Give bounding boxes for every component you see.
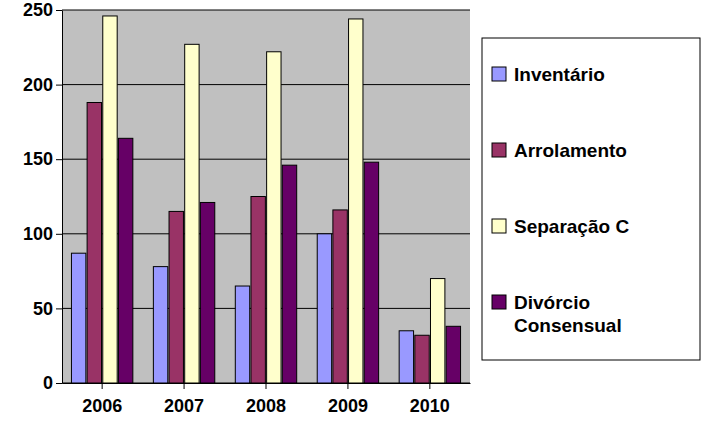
series <box>87 103 429 383</box>
bar <box>317 234 331 383</box>
bars <box>71 16 460 383</box>
y-tick-label: 50 <box>33 299 53 319</box>
y-tick-mark <box>56 383 62 384</box>
y-tick: 200 <box>23 75 62 95</box>
series <box>103 16 445 383</box>
x-tick-mark <box>102 383 103 389</box>
bar <box>446 326 460 383</box>
y-tick-mark <box>56 234 62 235</box>
bar <box>118 138 132 383</box>
x-tick-label: 2007 <box>164 396 204 416</box>
y-tick: 250 <box>23 0 62 20</box>
x-tick-mark <box>429 383 430 389</box>
bar <box>153 267 167 383</box>
legend-label: Arrolamento <box>514 140 627 161</box>
bar <box>200 202 214 383</box>
plot-background <box>62 10 470 383</box>
y-axis: 0 50 100 150 200 250 <box>23 0 63 393</box>
y-tick: 100 <box>23 224 62 244</box>
y-tick-label: 0 <box>43 373 53 393</box>
legend-swatch <box>492 295 506 309</box>
bar <box>235 286 249 383</box>
legend-swatch <box>492 67 506 81</box>
y-tick: 50 <box>33 299 62 319</box>
y-axis-line <box>62 11 63 384</box>
grid-line <box>62 10 470 11</box>
x-tick-label: 2009 <box>328 396 368 416</box>
bar <box>399 331 413 383</box>
legend-label: Separação C <box>514 216 629 237</box>
legend-swatch <box>492 143 506 157</box>
bar <box>169 211 183 383</box>
legend-box <box>482 38 700 360</box>
bar <box>185 44 199 383</box>
bar <box>87 103 101 383</box>
y-tick-label: 150 <box>23 149 53 169</box>
x-tick: 2007 <box>164 383 204 416</box>
x-tick: 2006 <box>82 383 122 416</box>
series <box>118 138 460 383</box>
y-tick-mark <box>56 159 62 160</box>
x-axis: 2006 2007 2008 2009 2010 <box>63 383 471 416</box>
legend-label: DivórcioConsensual <box>514 292 622 336</box>
plot: 0 50 100 150 200 250 2006 2007 2008 2009 2010 <box>23 0 471 416</box>
x-tick: 2009 <box>328 383 368 416</box>
bar <box>349 19 363 383</box>
y-tick-label: 200 <box>23 75 53 95</box>
x-tick-label: 2006 <box>82 396 122 416</box>
x-tick-label: 2010 <box>410 396 450 416</box>
bar <box>71 253 85 383</box>
grid <box>62 10 470 383</box>
bar <box>430 279 444 383</box>
y-tick-mark <box>56 10 62 11</box>
y-tick: 0 <box>43 373 62 393</box>
legend: Inventário Arrolamento Separação C Divórcio… <box>482 38 700 360</box>
bar <box>415 335 429 383</box>
y-tick-mark <box>56 85 62 86</box>
x-tick-mark <box>347 383 348 389</box>
bar <box>333 210 347 383</box>
x-tick-label: 2008 <box>246 396 286 416</box>
legend-label: Inventário <box>514 64 605 85</box>
x-tick: 2008 <box>246 383 286 416</box>
bar <box>251 197 265 384</box>
y-tick: 150 <box>23 149 62 169</box>
x-tick: 2010 <box>410 383 450 416</box>
y-tick-label: 100 <box>23 224 53 244</box>
legend-swatch <box>492 219 506 233</box>
x-tick-mark <box>266 383 267 389</box>
chart: 0 50 100 150 200 250 2006 2007 2008 2009 2010 Inven… <box>0 0 707 429</box>
y-tick-label: 250 <box>23 0 53 20</box>
grid-line <box>62 84 470 85</box>
bar <box>282 165 296 383</box>
bar <box>103 16 117 383</box>
bar <box>267 52 281 383</box>
y-tick-mark <box>56 308 62 309</box>
x-tick-mark <box>184 383 185 389</box>
bar <box>364 162 378 383</box>
